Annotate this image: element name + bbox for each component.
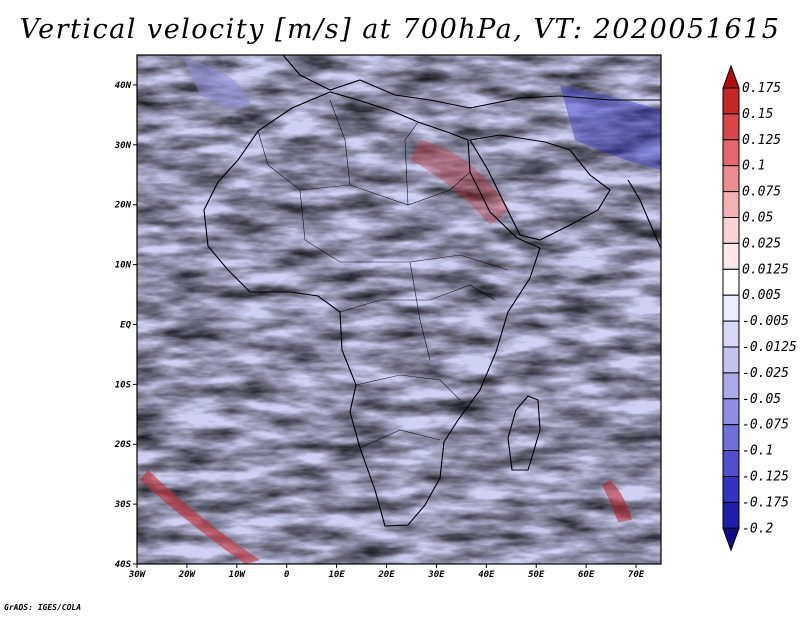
europe-coastline xyxy=(282,55,661,109)
colorbar-label: -0.175 xyxy=(742,495,789,510)
figure-title: Vertical velocity [m/s] at 700hPa, VT: 2… xyxy=(19,14,781,45)
colorbar: 0.175 0.15 0.125 0.1 0.075 0.05 0.025 0.0125 0.0… xyxy=(722,64,797,552)
colorbar-swatch xyxy=(722,476,740,503)
colorbar-label: 0.15 xyxy=(742,107,773,122)
india-coastline xyxy=(627,179,661,249)
colorbar-swatch xyxy=(722,87,740,115)
x-tick-label: 60E xyxy=(578,570,595,580)
colorbar-label: 0.125 xyxy=(742,133,781,148)
colorbar-label: 0.05 xyxy=(742,211,773,226)
colorbar-swatch xyxy=(722,113,740,141)
colorbar-label: -0.025 xyxy=(742,366,789,381)
x-tick-label: 0 xyxy=(284,570,290,580)
country-borders xyxy=(257,99,509,449)
colorbar-label: -0.075 xyxy=(742,418,789,433)
x-tick-label: 20E xyxy=(377,570,395,580)
colorbar-swatch xyxy=(722,268,740,296)
y-tick-label: 30N xyxy=(114,141,132,151)
coastlines xyxy=(203,55,661,527)
colorbar-label: 0.175 xyxy=(742,81,781,96)
y-axis: 40N 30N 20N 10N EQ 10S 20S 30S 40S xyxy=(114,81,137,570)
colorbar-swatch xyxy=(722,372,740,400)
plot-frame xyxy=(136,54,662,565)
x-tick-label: 30E xyxy=(427,570,445,580)
y-tick-label: 40N xyxy=(115,81,132,91)
x-tick-label: 30W xyxy=(128,570,147,580)
colorbar-label: -0.0125 xyxy=(742,340,797,355)
colorbar-label: 0.0125 xyxy=(742,262,789,277)
colorbar-swatch xyxy=(722,501,740,529)
colorbar-swatch xyxy=(722,320,740,348)
colorbar-swatch xyxy=(722,346,740,374)
strong-ascent-patch xyxy=(602,480,632,522)
colorbar-swatch xyxy=(722,398,740,426)
colorbar-label: -0.05 xyxy=(742,392,781,407)
colorbar-label: 0.025 xyxy=(742,236,781,251)
x-tick-label: 40E xyxy=(478,570,495,580)
y-tick-label: 20S xyxy=(114,440,132,450)
colorbar-label: 0.1 xyxy=(742,159,765,174)
colorbar-swatch xyxy=(722,294,740,322)
ascent-field xyxy=(137,55,661,564)
colorbar-label: 0.075 xyxy=(742,185,781,200)
x-tick-label: 50E xyxy=(528,570,545,580)
y-tick-label: 30S xyxy=(114,500,132,510)
strong-ascent-region xyxy=(410,140,510,225)
colorbar-swatch xyxy=(722,165,740,193)
colorbar-label: 0.005 xyxy=(742,288,781,303)
x-tick-label: 20W xyxy=(178,570,197,580)
credit-text: GrADS: IGES/COLA xyxy=(4,603,82,612)
arabia-coastline xyxy=(469,134,611,241)
x-axis: 30W 20W 10W 0 10E 20E 30E 40E 50E 60E 70E xyxy=(128,564,645,580)
subsidence-swirl xyxy=(185,60,250,109)
field-layer xyxy=(137,55,661,564)
colorbar-label: -0.2 xyxy=(742,521,773,536)
y-tick-label: 10S xyxy=(115,380,132,390)
madagascar-coastline xyxy=(507,395,541,471)
y-tick-label: EQ xyxy=(120,320,131,330)
colorbar-label: -0.125 xyxy=(742,470,789,485)
x-tick-label: 70E xyxy=(628,570,645,580)
colorbar-top-arrow xyxy=(722,64,740,89)
x-tick-label: 10W xyxy=(229,570,247,580)
colorbar-swatch xyxy=(722,191,740,219)
colorbar-swatch xyxy=(722,424,740,452)
y-tick-label: 20N xyxy=(114,201,132,211)
colorbar-swatch xyxy=(722,242,740,270)
africa-coastline xyxy=(203,91,541,527)
colorbar-swatch xyxy=(722,450,740,478)
y-tick-label: 40S xyxy=(115,560,132,570)
strong-ascent-band xyxy=(140,470,260,564)
x-tick-label: 10E xyxy=(328,570,345,580)
colorbar-label: -0.005 xyxy=(742,314,789,329)
colorbar-label: -0.1 xyxy=(742,444,773,459)
colorbar-bottom-arrow xyxy=(722,527,740,552)
colorbar-swatch xyxy=(722,139,740,167)
y-tick-label: 10N xyxy=(115,261,132,271)
strong-subsidence-region xyxy=(560,85,661,170)
colorbar-swatch xyxy=(722,217,740,244)
